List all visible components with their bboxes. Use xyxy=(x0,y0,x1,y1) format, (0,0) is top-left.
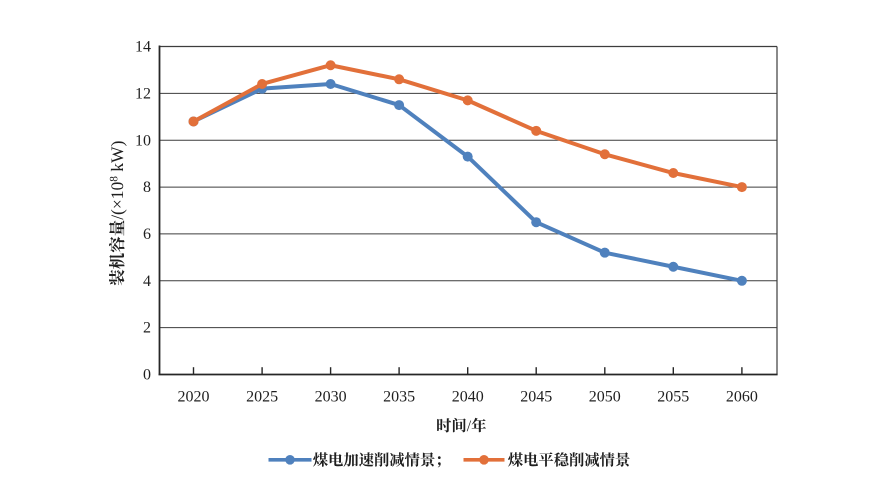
svg-text:4: 4 xyxy=(143,273,151,290)
svg-text:2060: 2060 xyxy=(726,389,758,406)
svg-text:2050: 2050 xyxy=(589,389,621,406)
svg-text:2045: 2045 xyxy=(520,389,552,406)
svg-text:2040: 2040 xyxy=(452,389,484,406)
svg-text:2025: 2025 xyxy=(246,389,278,406)
svg-text:2020: 2020 xyxy=(178,389,210,406)
svg-text:2055: 2055 xyxy=(657,389,689,406)
svg-text:6: 6 xyxy=(143,226,151,243)
svg-text:12: 12 xyxy=(135,85,151,102)
svg-text:2035: 2035 xyxy=(383,389,415,406)
svg-text:0: 0 xyxy=(143,367,151,384)
svg-text:10: 10 xyxy=(135,132,151,149)
svg-text:2: 2 xyxy=(143,320,151,337)
svg-text:14: 14 xyxy=(135,39,151,56)
svg-text:8: 8 xyxy=(143,179,151,196)
svg-text:2030: 2030 xyxy=(315,389,347,406)
